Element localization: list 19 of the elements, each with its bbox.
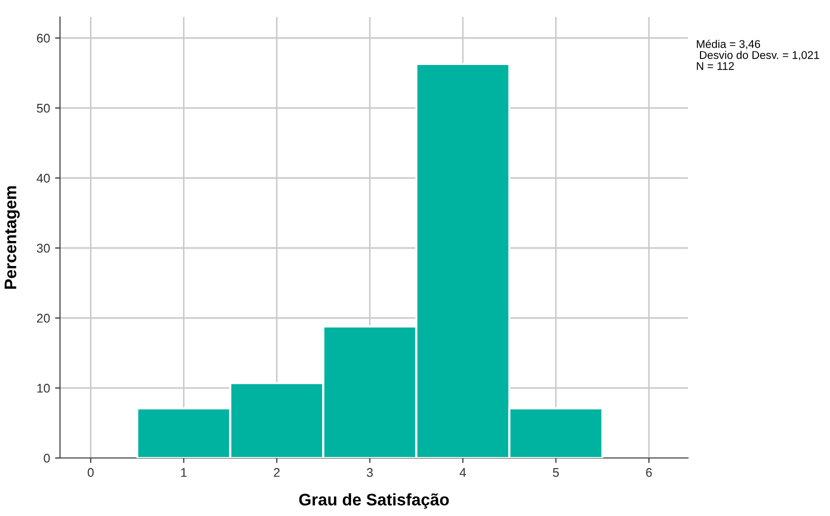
text: Média = 3,46 xyxy=(696,40,760,50)
y-tick-label: 0 xyxy=(44,454,50,463)
x-tick-label: 0 xyxy=(88,468,94,477)
text: Desvio do Desv. = 1,021 xyxy=(700,50,820,60)
x-tick-label: 2 xyxy=(274,468,280,477)
x-tick-label: 1 xyxy=(181,468,187,477)
y-tick-label: 60 xyxy=(37,34,50,43)
y-axis-title: Percentagem xyxy=(4,186,20,289)
y-tick-label: 40 xyxy=(36,174,50,183)
x-axis-title: Grau de Satisfação xyxy=(299,493,449,509)
x-tick-label: 6 xyxy=(646,468,652,477)
x-tick-label: 5 xyxy=(552,468,559,477)
y-tick-label: 50 xyxy=(36,104,50,113)
y-tick-label: 10 xyxy=(37,384,50,393)
x-tick-label: 4 xyxy=(460,468,466,477)
y-tick-label: 30 xyxy=(36,244,50,253)
x-tick-label: 3 xyxy=(366,468,373,477)
text: N = 112 xyxy=(696,62,734,70)
y-tick-label: 20 xyxy=(37,314,50,323)
